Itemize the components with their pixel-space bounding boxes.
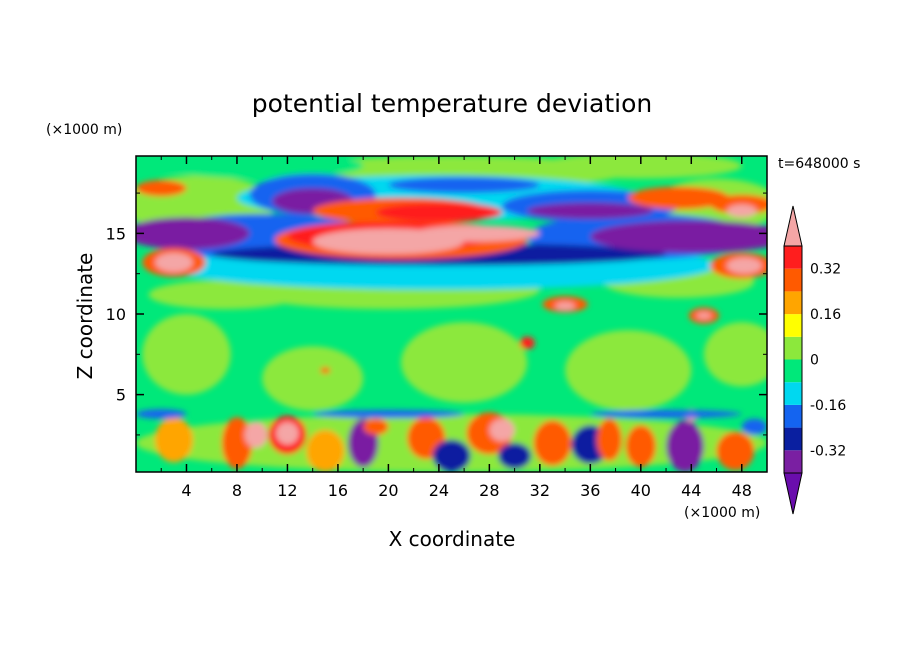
x-tick-label: 4 — [181, 481, 191, 500]
y-tick-label: 15 — [106, 224, 126, 243]
contour-region — [527, 202, 654, 219]
contour-region — [262, 346, 364, 411]
x-unit-label: (×1000 m) — [684, 505, 760, 521]
contour-region — [596, 418, 622, 461]
contour-region — [726, 257, 762, 274]
contour-region — [306, 430, 345, 472]
x-tick-label: 8 — [232, 481, 242, 500]
colorbar-label: -0.32 — [810, 443, 846, 459]
y-tick-label: 10 — [106, 305, 126, 324]
x-tick-label: 48 — [732, 481, 752, 500]
contour-region — [413, 225, 540, 242]
colorbar-label: -0.16 — [810, 398, 846, 414]
contour-region — [244, 422, 268, 448]
colorbar-segment — [784, 246, 802, 269]
contour-region — [565, 330, 692, 411]
x-tick-label: 24 — [429, 481, 449, 500]
contour-region — [590, 220, 767, 253]
contour-region — [276, 422, 299, 445]
colorbar-segment — [784, 450, 802, 473]
contour-region — [388, 176, 540, 194]
contour-region — [432, 439, 471, 472]
contour-region — [519, 336, 535, 350]
contour-region — [221, 417, 253, 469]
x-tick-label: 28 — [479, 481, 499, 500]
contour-region — [533, 420, 572, 466]
colorbar-top-arrow — [783, 205, 803, 247]
colorbar-label: 0.32 — [810, 262, 841, 278]
colorbar-segment — [784, 404, 802, 428]
colorbar-segment — [784, 314, 802, 337]
y-unit-label: (×1000 m) — [46, 122, 122, 138]
plot-area — [136, 156, 767, 472]
contour-region — [555, 301, 576, 310]
contour-region — [161, 156, 364, 179]
colorbar-segment — [784, 291, 802, 315]
colorbar-frame — [783, 245, 803, 474]
contour-region — [148, 280, 300, 310]
x-tick-label: 12 — [277, 481, 297, 500]
contour-region — [142, 314, 231, 395]
contour-region — [716, 431, 755, 471]
x-tick-label: 32 — [530, 481, 550, 500]
contour-region — [625, 425, 656, 468]
contour-region — [628, 186, 730, 210]
x-tick-label: 20 — [378, 481, 398, 500]
colorbar: 0.32 0.16 0 -0.16 -0.32 — [783, 205, 846, 515]
contour-region — [136, 217, 250, 250]
contour-region — [136, 409, 187, 419]
contour-region — [741, 418, 767, 435]
contour-region — [136, 180, 187, 197]
x-tick-label: 16 — [328, 481, 348, 500]
colorbar-segment — [784, 359, 802, 383]
contour-region — [498, 443, 531, 469]
contour-region — [666, 420, 704, 472]
x-axis-ticks: 4 8 12 16 20 24 28 32 36 40 44 48 — [160, 156, 752, 500]
contour-region — [726, 204, 757, 218]
y-tick-label: 5 — [116, 386, 126, 405]
colorbar-segment — [784, 336, 802, 360]
colorbar-bottom-arrow — [783, 472, 803, 515]
x-tick-label: 44 — [681, 481, 701, 500]
contour-region — [401, 322, 528, 403]
contour-region — [155, 417, 193, 463]
contour-region — [320, 367, 331, 374]
colorbar-segment — [784, 427, 802, 451]
x-tick-label: 36 — [580, 481, 600, 500]
y-axis-label: Z coordinate — [73, 253, 97, 380]
contour-region — [489, 418, 515, 442]
contour-region — [363, 418, 389, 435]
contour-region — [590, 410, 742, 418]
colorbar-label: 0 — [810, 353, 819, 369]
colorbar-segment — [784, 268, 802, 292]
contour-region — [696, 312, 712, 319]
contour-region — [155, 252, 193, 273]
chart-title: potential temperature deviation — [252, 89, 652, 118]
colorbar-label: 0.16 — [810, 307, 841, 323]
contour-region — [312, 410, 465, 418]
colorbar-segment — [784, 382, 802, 405]
x-tick-label: 40 — [631, 481, 651, 500]
x-axis-label: X coordinate — [389, 527, 516, 551]
contour-region — [375, 202, 502, 223]
contour-region — [703, 322, 767, 387]
y-axis-ticks: 5 10 15 — [106, 192, 767, 436]
time-label: t=648000 s — [778, 156, 860, 172]
